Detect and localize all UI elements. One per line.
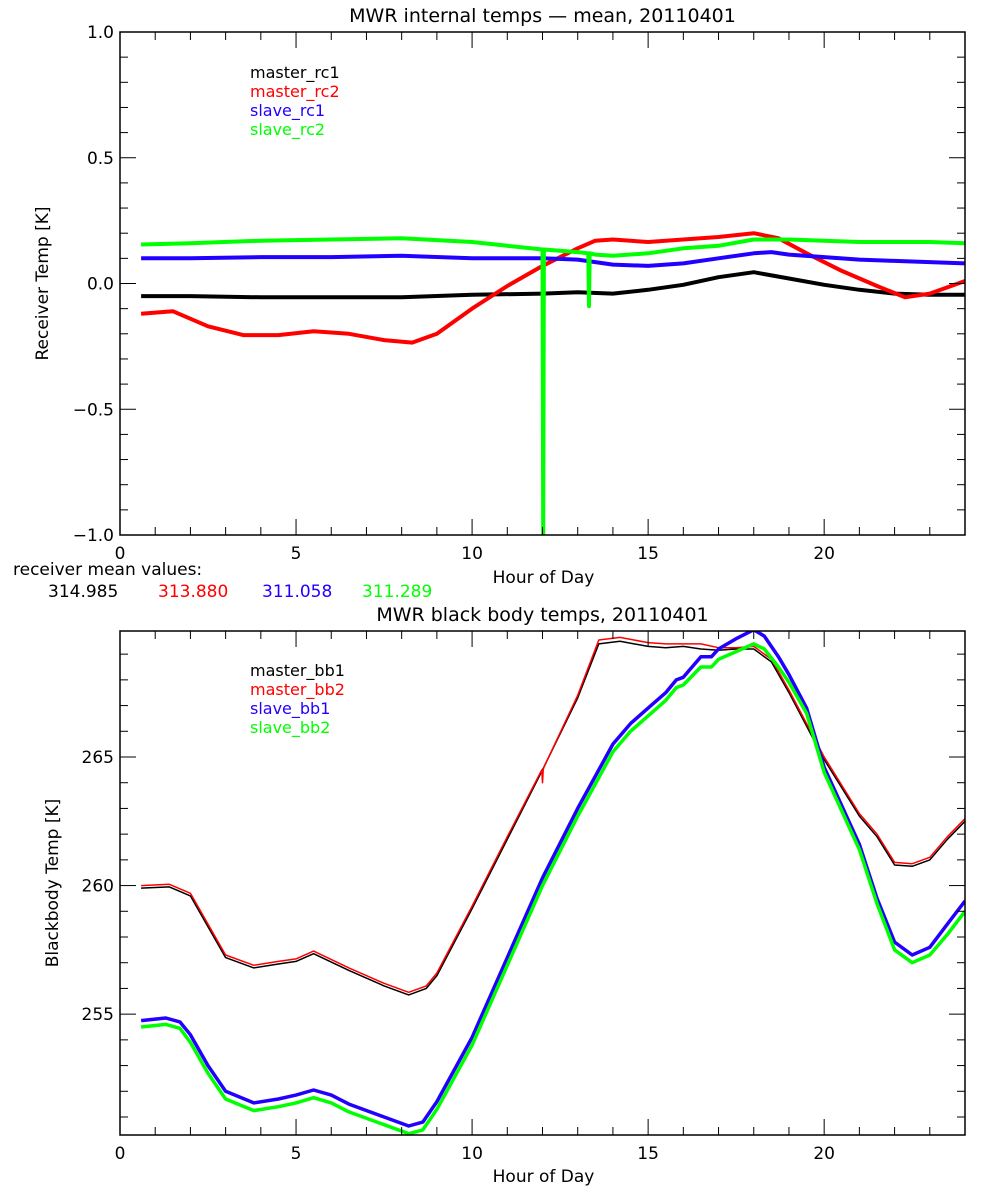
chart-title: MWR black body temps, 20110401 bbox=[376, 604, 708, 626]
legend-entry-master_bb2: master_bb2 bbox=[250, 680, 345, 700]
receiver-mean-value: 313.880 bbox=[158, 582, 228, 602]
chart-title: MWR internal temps — mean, 20110401 bbox=[349, 5, 736, 27]
receiver-mean-label: receiver mean values: bbox=[13, 560, 202, 580]
legend-entry-slave_bb2: slave_bb2 bbox=[250, 718, 330, 738]
plot-internal-temps: 0 5 10 15 20 −1.0 −0.5 0.0 0.5 1.0 MWR internal te… bbox=[33, 5, 966, 588]
series-group bbox=[140, 631, 965, 1135]
y-tick-label: 265 bbox=[82, 748, 114, 768]
x-tick-label: 5 bbox=[291, 1144, 302, 1164]
y-tick-label: −1.0 bbox=[73, 526, 114, 546]
x-axis-label: Hour of Day bbox=[493, 1167, 595, 1187]
legend-entry-master_bb1: master_bb1 bbox=[250, 661, 345, 681]
x-tick-label: 10 bbox=[461, 1144, 483, 1164]
series-line-master_rc2 bbox=[140, 231, 965, 345]
y-tick-label: 0.0 bbox=[87, 275, 114, 295]
y-tick-label: 255 bbox=[82, 1005, 114, 1025]
y-tick-label: −0.5 bbox=[73, 400, 114, 420]
x-tick-label: 15 bbox=[637, 544, 659, 564]
series-line-slave_bb2 bbox=[140, 642, 965, 1135]
x-tick-label: 0 bbox=[115, 544, 126, 564]
legend-entry-master_rc1: master_rc1 bbox=[250, 63, 340, 83]
series-line-slave_rc2 bbox=[141, 236, 965, 535]
series-line-master_rc1 bbox=[141, 270, 965, 300]
x-tick-label: 20 bbox=[813, 544, 835, 564]
y-axis-label: Blackbody Temp [K] bbox=[43, 799, 63, 968]
y-tick-label: 0.5 bbox=[87, 149, 114, 169]
plot-blackbody-temps: 0 5 10 15 20 255 260 265 MWR black body temps, 2… bbox=[43, 604, 966, 1187]
series-line-master_bb2 bbox=[141, 636, 965, 994]
x-tick-label: 10 bbox=[461, 544, 483, 564]
legend-entry-slave_bb1: slave_bb1 bbox=[250, 699, 330, 719]
legend-entry-master_rc2: master_rc2 bbox=[250, 82, 340, 102]
legend-entry-slave_rc1: slave_rc1 bbox=[250, 101, 325, 121]
receiver-mean-value: 314.985 bbox=[48, 582, 118, 602]
legend-entry-slave_rc2: slave_rc2 bbox=[250, 120, 325, 140]
series-line-slave_rc1 bbox=[141, 250, 965, 268]
x-tick-label: 15 bbox=[637, 1144, 659, 1164]
x-tick-label: 0 bbox=[115, 1144, 126, 1164]
x-tick-label: 5 bbox=[291, 544, 302, 564]
receiver-mean-value: 311.058 bbox=[262, 582, 332, 602]
y-tick-label: 260 bbox=[82, 877, 114, 897]
series-group bbox=[140, 231, 965, 535]
receiver-mean-value: 311.289 bbox=[362, 582, 432, 602]
series-line-master_bb1 bbox=[141, 640, 965, 996]
x-tick-label: 20 bbox=[813, 1144, 835, 1164]
receiver-mean-footer: receiver mean values:314.985 313.880 311.0… bbox=[13, 560, 432, 602]
y-tick-label: 1.0 bbox=[87, 23, 114, 43]
x-axis-label: Hour of Day bbox=[493, 568, 595, 588]
y-axis-label: Receiver Temp [K] bbox=[33, 206, 53, 360]
